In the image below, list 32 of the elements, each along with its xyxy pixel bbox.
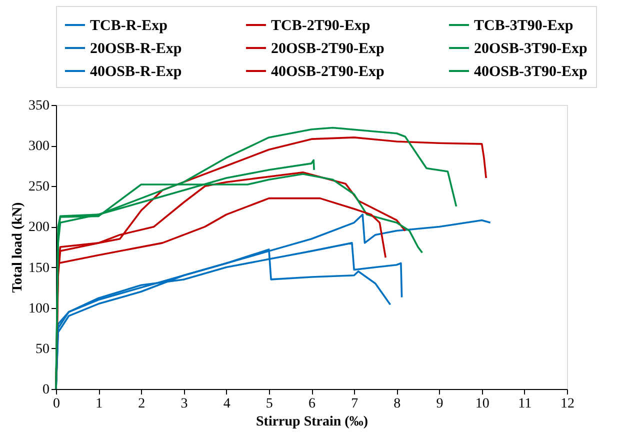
y-tick-label: 100: [28, 301, 50, 316]
x-tick-label: 5: [266, 396, 273, 412]
x-tick-label: 10: [475, 396, 490, 412]
y-tick-label: 50: [36, 342, 50, 357]
legend-label: 40OSB-R-Exp: [90, 64, 182, 80]
x-tick-label: 1: [96, 396, 103, 412]
x-tick-label: 2: [138, 396, 146, 412]
x-tick-label: 9: [436, 396, 444, 412]
x-tick-label: 3: [180, 396, 188, 412]
y-tick-label: 0: [42, 382, 50, 398]
y-tick-label: 200: [28, 220, 50, 236]
x-tick-label: 11: [518, 396, 532, 412]
x-tick-label: 12: [560, 396, 574, 412]
y-tick-label: 350: [28, 98, 50, 114]
y-tick-label: 250: [28, 180, 50, 195]
x-tick-label: 6: [308, 396, 316, 412]
x-tick-label: 7: [351, 396, 358, 412]
y-tick-label: 300: [28, 139, 50, 154]
y-axis-title: Total load (kN): [10, 202, 26, 293]
legend-label: 20OSB-3T90-Exp: [474, 41, 588, 57]
legend-label: 40OSB-3T90-Exp: [474, 64, 588, 80]
legend-label: 40OSB-2T90-Exp: [271, 64, 384, 80]
legend-label: TCB-2T90-Exp: [271, 18, 370, 34]
x-tick-label: 0: [53, 396, 60, 412]
x-tick-label: 4: [223, 396, 230, 412]
x-tick-label: 8: [394, 396, 401, 412]
x-axis-title: Stirrup Strain (‰): [256, 414, 368, 430]
legend-label: TCB-3T90-Exp: [474, 18, 574, 34]
y-tick-label: 150: [28, 260, 50, 276]
legend-label: TCB-R-Exp: [90, 18, 168, 34]
legend-label: 20OSB-R-Exp: [90, 41, 182, 57]
legend-label: 20OSB-2T90-Exp: [271, 41, 384, 57]
